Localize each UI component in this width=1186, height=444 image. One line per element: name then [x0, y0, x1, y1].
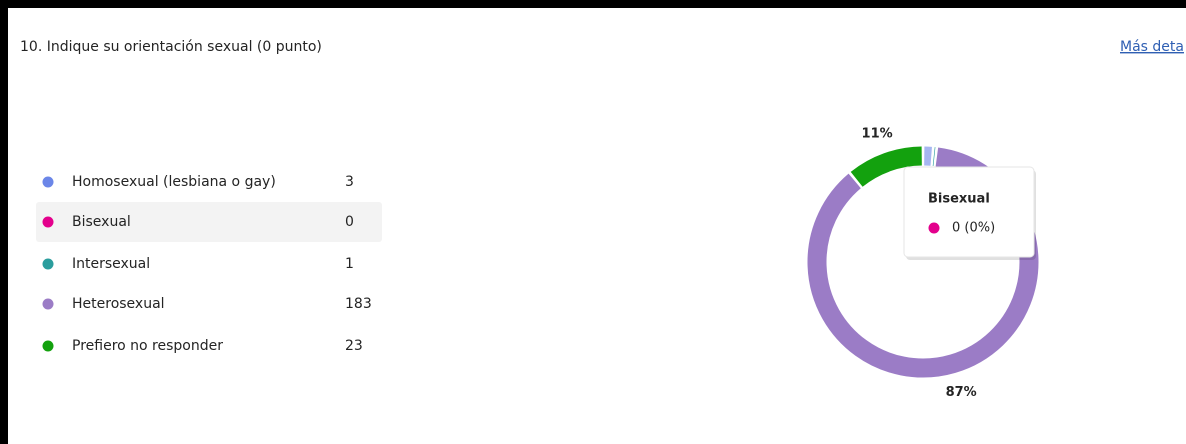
legend-count: 183	[345, 296, 372, 312]
question-title: 10. Indique su orientación sexual (0 pun…	[20, 39, 322, 55]
legend-count: 23	[345, 338, 363, 354]
tooltip-dot	[928, 222, 940, 234]
tooltip-box	[903, 166, 1035, 258]
data-label: 87%	[946, 385, 977, 400]
donut-slice	[850, 146, 923, 187]
legend-label: Bisexual	[72, 214, 131, 230]
legend-label: Intersexual	[72, 256, 150, 272]
tooltip-title: Bisexual	[928, 192, 990, 207]
tooltip: Bisexual 0 (0%)	[903, 166, 1036, 260]
legend-label: Heterosexual	[72, 296, 165, 312]
legend-count: 0	[345, 214, 354, 230]
tooltip-value: 0 (0%)	[952, 221, 995, 236]
more-details-link[interactable]: Más deta	[1120, 39, 1184, 55]
data-label: 11%	[862, 126, 893, 141]
legend-dot	[42, 216, 54, 228]
legend-dot	[42, 340, 54, 352]
legend-hover-row	[36, 202, 382, 242]
legend-label: Homosexual (lesbiana o gay)	[72, 174, 276, 190]
legend-count: 3	[345, 174, 354, 190]
legend-dot	[42, 176, 54, 188]
frame-top	[0, 0, 1186, 8]
legend-dot	[42, 298, 54, 310]
legend-dot	[42, 258, 54, 270]
legend-label: Prefiero no responder	[72, 338, 223, 354]
legend-count: 1	[345, 256, 354, 272]
frame-left	[0, 0, 8, 444]
chart: Homosexual (lesbiana o gay) 3 Bisexual 0 Int…	[42, 126, 1039, 400]
